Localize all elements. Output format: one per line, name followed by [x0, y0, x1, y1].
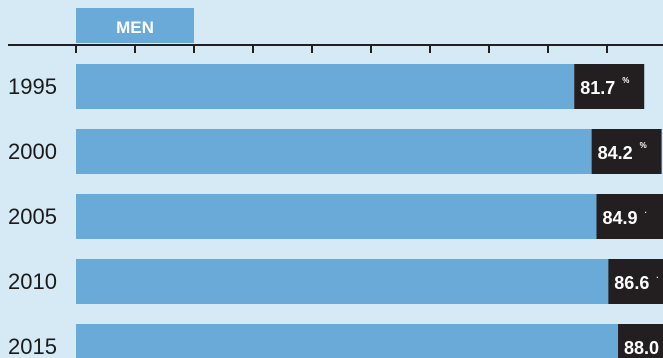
bar — [76, 194, 597, 239]
category-label: 2010 — [8, 269, 57, 294]
category-label: 2005 — [8, 204, 57, 229]
series-tab: MEN — [76, 8, 194, 43]
bar — [76, 129, 592, 174]
series-tab-label: MEN — [116, 18, 154, 37]
value-label-box — [596, 194, 663, 239]
bar-row: 1995 81.7% — [8, 64, 645, 109]
bars: 1995 81.7 % 2000 84.2 % 2005 84.9. 2010 86.6. 2015… — [8, 64, 663, 358]
category-label: 2015 — [8, 334, 57, 358]
bar — [76, 324, 619, 358]
value-label-suffix: . — [644, 206, 646, 215]
bar — [76, 64, 575, 109]
value-label: 86.6 — [614, 273, 649, 293]
value-label-box — [608, 259, 663, 304]
category-label: 2000 — [8, 139, 57, 164]
bar-row: 2010 86.6. — [8, 259, 663, 304]
value-label: 81.7 — [580, 78, 615, 98]
value-label-box — [574, 64, 645, 109]
value-label-suffix: % — [622, 76, 629, 85]
value-label: 84.9 — [602, 208, 637, 228]
value-label: 88.0 — [624, 338, 659, 358]
value-label: 84.2 — [598, 143, 633, 163]
value-axis — [8, 44, 663, 53]
value-label-suffix: % — [640, 141, 647, 150]
value-label-box — [618, 324, 663, 358]
bar-row: 2005 84.9. — [8, 194, 663, 239]
series-tab-box — [76, 8, 194, 43]
value-label-box — [591, 129, 662, 174]
bar — [76, 259, 609, 304]
category-label: 1995 — [8, 74, 57, 99]
value-label-suffix: . — [656, 271, 658, 280]
bar-row: 2000 84.2% — [8, 129, 662, 174]
